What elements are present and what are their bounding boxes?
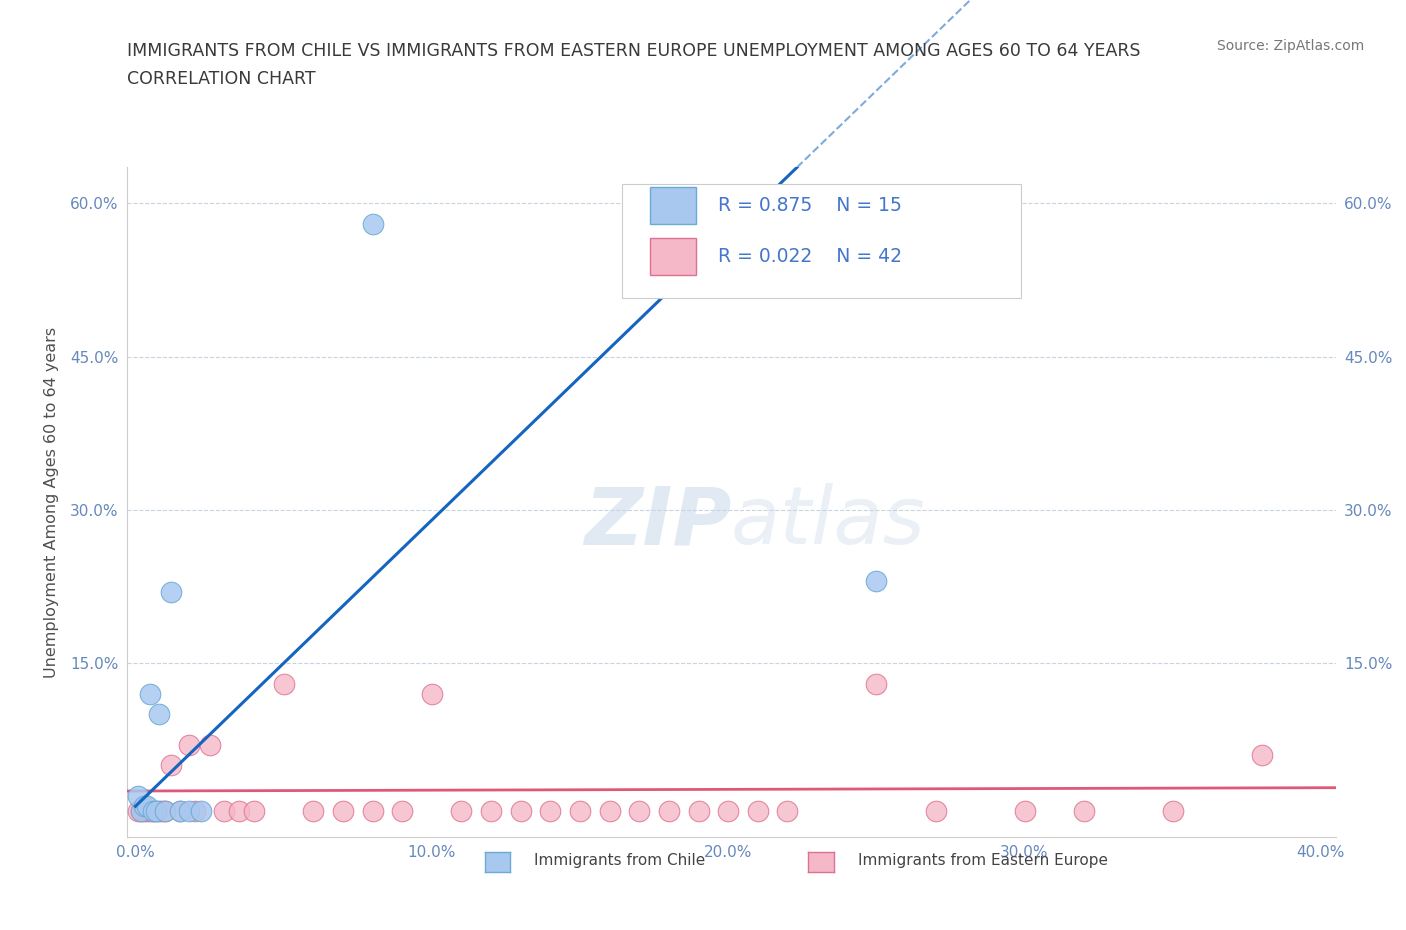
FancyBboxPatch shape bbox=[650, 188, 696, 224]
Point bbox=[160, 758, 183, 773]
Point bbox=[568, 804, 591, 819]
Point bbox=[302, 804, 325, 819]
Point bbox=[599, 804, 621, 819]
Point bbox=[1014, 804, 1036, 819]
Point bbox=[142, 804, 165, 819]
Point bbox=[747, 804, 769, 819]
Text: atlas: atlas bbox=[731, 484, 927, 562]
FancyBboxPatch shape bbox=[623, 184, 1021, 298]
Point bbox=[177, 737, 200, 752]
Point bbox=[190, 804, 212, 819]
Point bbox=[153, 804, 176, 819]
Point bbox=[1250, 748, 1272, 763]
Point bbox=[169, 804, 191, 819]
Text: Immigrants from Eastern Europe: Immigrants from Eastern Europe bbox=[858, 853, 1108, 868]
Point bbox=[717, 804, 740, 819]
FancyBboxPatch shape bbox=[650, 238, 696, 274]
Point bbox=[361, 216, 384, 231]
Point bbox=[273, 676, 295, 691]
Point bbox=[136, 804, 159, 819]
Point bbox=[1073, 804, 1095, 819]
Point bbox=[134, 799, 156, 814]
Point bbox=[134, 804, 156, 819]
Text: Immigrants from Chile: Immigrants from Chile bbox=[534, 853, 706, 868]
Y-axis label: Unemployment Among Ages 60 to 64 years: Unemployment Among Ages 60 to 64 years bbox=[44, 326, 59, 678]
Point bbox=[332, 804, 354, 819]
Point bbox=[160, 584, 183, 599]
Text: Source: ZipAtlas.com: Source: ZipAtlas.com bbox=[1216, 39, 1364, 53]
Text: R = 0.875    N = 15: R = 0.875 N = 15 bbox=[718, 196, 901, 216]
Point bbox=[1161, 804, 1184, 819]
Text: IMMIGRANTS FROM CHILE VS IMMIGRANTS FROM EASTERN EUROPE UNEMPLOYMENT AMONG AGES : IMMIGRANTS FROM CHILE VS IMMIGRANTS FROM… bbox=[127, 42, 1140, 60]
Point bbox=[924, 804, 946, 819]
Point bbox=[228, 804, 250, 819]
Point bbox=[865, 574, 887, 589]
Text: ZIP: ZIP bbox=[583, 484, 731, 562]
Point bbox=[776, 804, 799, 819]
Point bbox=[139, 686, 162, 701]
Point bbox=[177, 804, 200, 819]
Point bbox=[127, 804, 149, 819]
Point bbox=[150, 804, 173, 819]
Point bbox=[131, 804, 153, 819]
Point bbox=[131, 804, 153, 819]
Point bbox=[361, 804, 384, 819]
Point bbox=[538, 804, 561, 819]
Point bbox=[391, 804, 413, 819]
Point bbox=[865, 676, 887, 691]
Point bbox=[420, 686, 443, 701]
Point bbox=[509, 804, 531, 819]
Point bbox=[628, 804, 651, 819]
Point bbox=[145, 804, 167, 819]
Point bbox=[479, 804, 502, 819]
Point bbox=[139, 804, 162, 819]
Point bbox=[145, 804, 167, 819]
Point bbox=[450, 804, 472, 819]
Point bbox=[127, 789, 149, 804]
Text: R = 0.022    N = 42: R = 0.022 N = 42 bbox=[718, 246, 901, 266]
Point bbox=[183, 804, 205, 819]
Point bbox=[148, 804, 170, 819]
Point bbox=[214, 804, 236, 819]
Point bbox=[153, 804, 176, 819]
Point bbox=[658, 804, 681, 819]
Point bbox=[688, 804, 710, 819]
Point bbox=[198, 737, 221, 752]
Point bbox=[136, 799, 159, 814]
Point bbox=[169, 804, 191, 819]
Point bbox=[243, 804, 266, 819]
Point bbox=[142, 804, 165, 819]
Text: CORRELATION CHART: CORRELATION CHART bbox=[127, 70, 315, 87]
Point bbox=[148, 707, 170, 722]
